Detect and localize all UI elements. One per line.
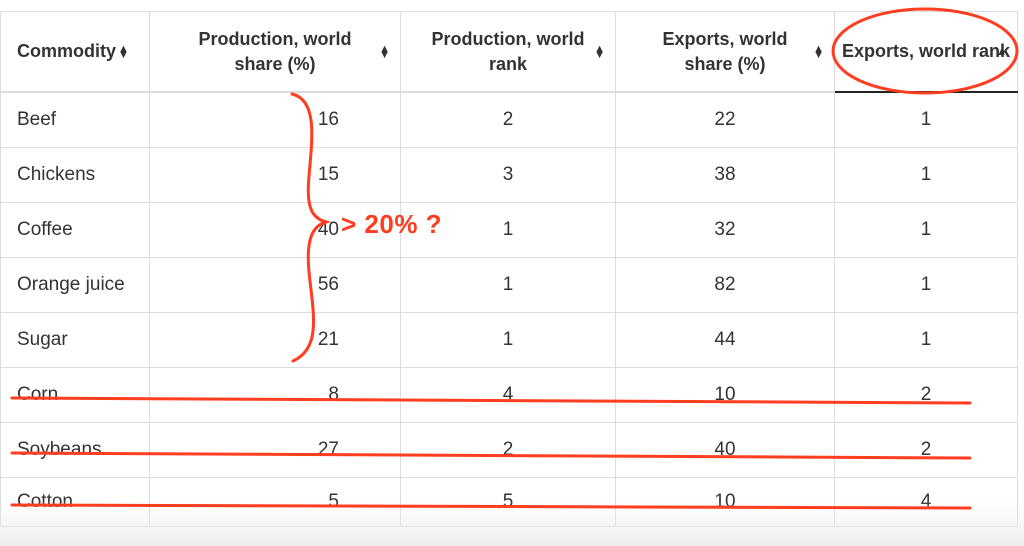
cell-exports-rank: 1	[834, 202, 1018, 258]
column-header-commodity[interactable]: Commodity ▲ ▼	[0, 11, 150, 93]
cell-exports-rank: 1	[834, 257, 1018, 313]
cell-commodity: Chickens	[0, 147, 150, 203]
cell-exports-share: 10	[615, 477, 835, 527]
cell-commodity: Soybeans	[0, 422, 150, 478]
header-row: Commodity ▲ ▼ Production, world share (%) …	[0, 11, 1018, 93]
cell-commodity: Corn	[0, 367, 150, 423]
cell-commodity: Sugar	[0, 312, 150, 368]
cell-production-share: 56	[149, 257, 401, 313]
column-header-production-rank[interactable]: Production, world rank ▲ ▼	[400, 11, 616, 93]
cell-exports-share: 40	[615, 422, 835, 478]
cell-exports-share: 38	[615, 147, 835, 203]
cell-production-share: 21	[149, 312, 401, 368]
cell-exports-share: 10	[615, 367, 835, 423]
column-header-label: Exports, world rank	[841, 41, 1011, 61]
cell-production-share: 15	[149, 147, 401, 203]
cell-production-rank: 3	[400, 147, 616, 203]
cell-production-rank: 2	[400, 91, 616, 148]
cell-production-rank: 4	[400, 367, 616, 423]
sort-both-icon[interactable]: ▲ ▼	[594, 42, 605, 61]
cell-exports-share: 32	[615, 202, 835, 258]
brace-note-label: > 20% ?	[341, 209, 443, 239]
cell-exports-share: 82	[615, 257, 835, 313]
cell-exports-rank: 1	[834, 312, 1018, 368]
cell-production-rank: 5	[400, 477, 616, 527]
cell-exports-rank: 1	[834, 91, 1018, 148]
cell-production-rank: 1	[400, 312, 616, 368]
cell-exports-share: 44	[615, 312, 835, 368]
cell-production-share: 16	[149, 91, 401, 148]
cell-commodity: Orange juice	[0, 257, 150, 313]
cell-commodity: Beef	[0, 91, 150, 148]
cell-exports-rank: 2	[834, 367, 1018, 423]
cell-production-share: 8	[149, 367, 401, 423]
sort-both-icon[interactable]: ▲ ▼	[813, 42, 824, 61]
table-row: Beef 16 2 22 1	[0, 91, 1018, 148]
cell-production-rank: 1	[400, 202, 616, 258]
column-header-label: Production, world share (%)	[198, 28, 352, 74]
table-row: Orange juice 56 1 82 1	[0, 257, 1018, 313]
cell-production-rank: 1	[400, 257, 616, 313]
table-row-struck: Soybeans 27 2 40 2	[0, 422, 1018, 478]
table-row-struck: Cotton 5 5 10 4	[0, 477, 1018, 527]
column-header-label: Production, world rank	[431, 28, 585, 74]
table-body: Beef 16 2 22 1 Chickens 15 3 38 1 Coffee 40 1 32 1 Oran…	[0, 91, 1018, 527]
sort-both-icon[interactable]: ▲ ▼	[118, 43, 129, 62]
sort-asc-icon[interactable]: ▲	[996, 45, 1007, 58]
table-row: Coffee 40 1 32 1	[0, 202, 1018, 258]
cell-production-share: 5	[149, 477, 401, 527]
cell-production-share: 27	[149, 422, 401, 478]
table-row-struck: Corn 8 4 10 2	[0, 367, 1018, 423]
cell-production-rank: 2	[400, 422, 616, 478]
column-header-exports-rank[interactable]: Exports, world rank ▲	[834, 11, 1018, 93]
cell-exports-rank: 1	[834, 147, 1018, 203]
cell-commodity: Cotton	[0, 477, 150, 527]
column-header-label: Commodity	[17, 41, 116, 61]
cell-exports-rank: 4	[834, 477, 1018, 527]
cell-commodity: Coffee	[0, 202, 150, 258]
table-row: Sugar 21 1 44 1	[0, 312, 1018, 368]
column-header-production-share[interactable]: Production, world share (%) ▲ ▼	[149, 11, 401, 93]
cell-exports-share: 22	[615, 91, 835, 148]
cell-exports-rank: 2	[834, 422, 1018, 478]
table-row: Chickens 15 3 38 1	[0, 147, 1018, 203]
sort-both-icon[interactable]: ▲ ▼	[379, 42, 390, 61]
commodity-table: Commodity ▲ ▼ Production, world share (%) …	[0, 11, 1018, 527]
column-header-label: Exports, world share (%)	[662, 28, 788, 74]
column-header-exports-share[interactable]: Exports, world share (%) ▲ ▼	[615, 11, 835, 93]
